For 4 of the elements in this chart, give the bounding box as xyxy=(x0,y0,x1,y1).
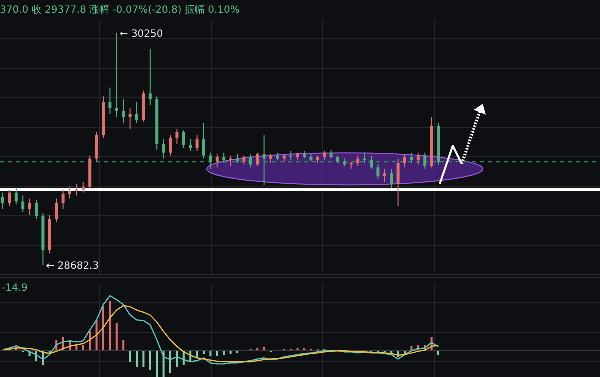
annotation: ← 30250 xyxy=(120,29,164,40)
annotation: ← 28682.3 xyxy=(46,261,100,272)
text: -14.9 xyxy=(2,283,28,294)
chart-title: 370.0 收 29377.8 涨幅 -0.07%(-20.8) 振幅 0.10% xyxy=(0,4,240,16)
